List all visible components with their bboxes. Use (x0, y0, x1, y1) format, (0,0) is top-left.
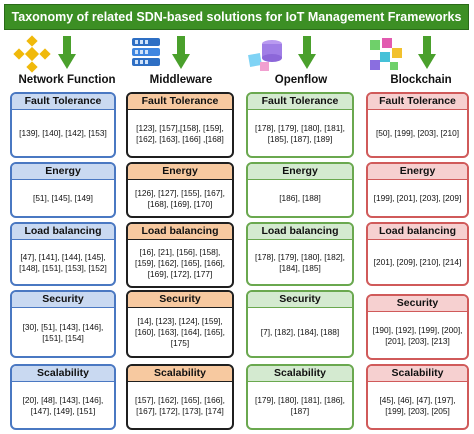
card-refs: [126], [127], [155], [167], [168], [169]… (135, 187, 225, 209)
card-security: Security [14], [123], [124], [159], [160… (126, 290, 234, 358)
card-title: Scalability (128, 366, 232, 382)
card-refs: [45], [46], [47], [197], [199], [203], [… (379, 394, 456, 416)
card-refs: [186], [188] (279, 193, 321, 203)
card-title: Energy (248, 164, 352, 180)
card-scalability: Scalability [179], [180], [181], [186], … (246, 364, 354, 430)
card-refs: [157], [162], [165], [166], [167], [172]… (135, 394, 225, 416)
card-energy: Energy [199], [201], [203], [209] (366, 162, 469, 218)
card-refs: [47], [141], [144], [145], [148], [151],… (19, 251, 107, 273)
card-title: Energy (128, 164, 232, 180)
card-refs: [139], [140], [142], [153] (19, 128, 107, 138)
card-title: Load balancing (128, 224, 232, 240)
column-header-openflow: Openflow (246, 34, 356, 90)
card-load-balancing: Load balancing [16], [21], [156], [158],… (126, 222, 234, 288)
card-title: Scalability (368, 366, 467, 382)
down-arrow-icon (58, 36, 76, 69)
card-title: Security (248, 292, 352, 308)
card-scalability: Scalability [20], [48], [143], [146], [1… (10, 364, 116, 430)
card-title: Security (128, 292, 232, 308)
card-title: Security (12, 292, 114, 308)
card-energy: Energy [51], [145], [149] (10, 162, 116, 218)
card-refs: [190], [192], [199], [200], [201], [203]… (372, 324, 463, 346)
card-energy: Energy [186], [188] (246, 162, 354, 218)
column-title: Blockchain (390, 74, 452, 86)
card-title: Fault Tolerance (12, 94, 114, 110)
card-title: Scalability (248, 366, 352, 382)
card-refs: [201], [209], [210], [214] (373, 257, 462, 267)
blockchain-blocks-icon (370, 38, 402, 70)
card-refs: [16], [21], [156], [158], [159], [162], … (135, 247, 225, 279)
card-refs: [51], [145], [149] (33, 193, 93, 203)
column-header-middleware: Middleware (126, 34, 236, 90)
card-load-balancing: Load balancing [201], [209], [210], [214… (366, 222, 469, 286)
card-load-balancing: Load balancing [178], [179], [180], [182… (246, 222, 354, 286)
column-title: Network Function (18, 74, 116, 86)
card-title: Security (368, 296, 467, 312)
card-title: Fault Tolerance (248, 94, 352, 110)
column-title: Middleware (149, 74, 213, 86)
card-refs: [123], [157],[158], [159], [162], [163],… (136, 122, 224, 144)
card-refs: [20], [48], [143], [146], [147], [149], … (22, 394, 104, 416)
card-security: Security [7], [182], [184], [188] (246, 290, 354, 358)
card-fault-tolerance: Fault Tolerance [123], [157],[158], [159… (126, 92, 234, 158)
diagram-title: Taxonomy of related SDN-based solutions … (4, 4, 469, 30)
card-refs: [199], [201], [203], [209] (373, 193, 462, 203)
card-title: Fault Tolerance (368, 94, 467, 110)
card-scalability: Scalability [45], [46], [47], [197], [19… (366, 364, 469, 430)
card-refs: [14], [123], [124], [159], [160], [163],… (135, 316, 225, 348)
card-fault-tolerance: Fault Tolerance [139], [140], [142], [15… (10, 92, 116, 158)
card-title: Load balancing (12, 224, 114, 240)
card-refs: [50], [199], [203], [210] (375, 128, 460, 138)
column-title: Openflow (274, 74, 328, 86)
card-title: Fault Tolerance (128, 94, 232, 110)
card-refs: [178], [179], [180], [181], [185], [187]… (255, 122, 345, 144)
card-title: Load balancing (368, 224, 467, 240)
card-security: Security [190], [192], [199], [200], [20… (366, 294, 469, 360)
card-refs: [7], [182], [184], [188] (260, 327, 340, 337)
card-refs: [179], [180], [181], [186], [187] (255, 394, 345, 416)
database-cubes-icon (248, 40, 282, 71)
card-title: Energy (368, 164, 467, 180)
card-energy: Energy [126], [127], [155], [167], [168]… (126, 162, 234, 218)
column-header-blockchain: Blockchain (366, 34, 474, 90)
stacked-layers-icon (132, 38, 160, 66)
card-scalability: Scalability [157], [162], [165], [166], … (126, 364, 234, 430)
card-refs: [178], [179], [180], [182], [184], [185] (255, 251, 345, 273)
card-title: Load balancing (248, 224, 352, 240)
card-security: Security [30], [51], [143], [146], [151]… (10, 290, 116, 358)
column-header-network-function: Network Function (12, 34, 122, 90)
card-refs: [30], [51], [143], [146], [151], [154] (22, 321, 104, 343)
card-title: Scalability (12, 366, 114, 382)
card-load-balancing: Load balancing [47], [141], [144], [145]… (10, 222, 116, 286)
binance-logo-icon (13, 35, 51, 73)
down-arrow-icon (418, 36, 436, 69)
card-fault-tolerance: Fault Tolerance [50], [199], [203], [210… (366, 92, 469, 158)
down-arrow-icon (172, 36, 190, 69)
card-title: Energy (12, 164, 114, 180)
down-arrow-icon (298, 36, 316, 69)
card-fault-tolerance: Fault Tolerance [178], [179], [180], [18… (246, 92, 354, 158)
